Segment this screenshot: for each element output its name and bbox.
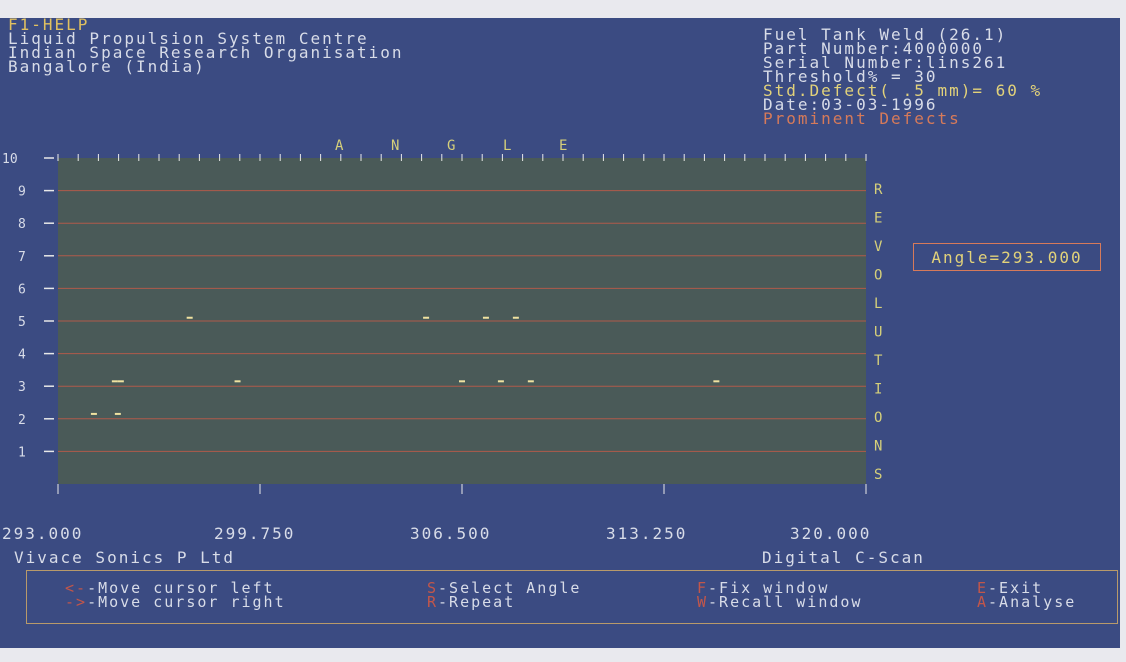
key-mark: A [977, 593, 989, 611]
defect-point [713, 380, 720, 383]
defect-point [423, 316, 430, 319]
y-tick-label: 8 [18, 217, 26, 232]
vendor-label: Vivace Sonics P Ltd [14, 548, 236, 567]
defect-point [527, 380, 534, 383]
axis-letter-angle: L [503, 138, 511, 154]
threshold: Threshold% = 30 [763, 67, 938, 86]
defect-point [512, 316, 519, 319]
defect-point [497, 380, 504, 383]
x-tick-label: 313.250 [606, 524, 688, 543]
axis-letter-angle: N [391, 138, 399, 154]
key-label: -Select Angle [438, 579, 582, 597]
key-mark: -> [65, 593, 88, 611]
key-select-angle[interactable]: S-Select Angle [427, 579, 582, 597]
y-tick-label: 7 [18, 250, 26, 265]
y-tick-label: 6 [18, 282, 26, 297]
date: Date:03-03-1996 [763, 95, 938, 114]
org-line-2: Indian Space Research Organisation [8, 43, 404, 62]
y-tick-label: 9 [18, 185, 26, 200]
axis-letter-revolutions: T [874, 353, 883, 369]
key-label: -Fix window [708, 579, 830, 597]
key-label: -Exit [988, 579, 1044, 597]
serial-number: Serial Number:lins261 [763, 53, 1008, 72]
key-move-left[interactable]: <--Move cursor left [65, 579, 275, 597]
defect-point [117, 380, 124, 383]
y-tick-label: 1 [18, 445, 26, 460]
key-mark: W [697, 593, 709, 611]
y-tick-label: 2 [18, 413, 26, 428]
y-tick-label: 10 [2, 152, 18, 167]
key-label: -Move cursor left [87, 579, 275, 597]
axis-letter-angle: G [447, 138, 455, 154]
axis-letter-revolutions: R [874, 182, 883, 198]
axis-letter-revolutions: L [874, 296, 882, 312]
axis-letter-revolutions: V [874, 239, 883, 255]
key-recall-window[interactable]: W-Recall window [697, 593, 863, 611]
weld-title: Fuel Tank Weld (26.1) [763, 25, 1008, 44]
defect-point [459, 380, 465, 383]
defect-point [186, 316, 193, 319]
defect-point [90, 412, 97, 415]
key-mark: S [427, 579, 439, 597]
x-tick-label: 299.750 [214, 524, 296, 543]
key-analyse[interactable]: A-Analyse [977, 593, 1077, 611]
prominent-defects-label[interactable]: Prominent Defects [763, 109, 961, 128]
axis-letter-angle: A [335, 138, 344, 154]
angle-readout: Angle=293.000 [913, 243, 1101, 271]
axis-letter-revolutions: U [874, 325, 882, 341]
org-line-1: Liquid Propulsion System Centre [8, 29, 369, 48]
key-mark: <- [65, 579, 88, 597]
key-mark: E [977, 579, 989, 597]
key-label: -Repeat [438, 593, 516, 611]
y-tick-label: 5 [18, 315, 26, 330]
y-tick-label: 3 [18, 380, 26, 395]
key-fix-window[interactable]: F-Fix window [697, 579, 830, 597]
key-move-right[interactable]: ->-Move cursor right [65, 593, 286, 611]
axis-letter-revolutions: O [874, 268, 882, 284]
y-tick-label: 4 [18, 348, 26, 363]
info-block: Fuel Tank Weld (26.1) Part Number:400000… [763, 25, 1043, 128]
org-line-3: Bangalore (India) [8, 57, 206, 76]
key-label: -Recall window [708, 593, 863, 611]
axis-letter-revolutions: E [874, 211, 882, 227]
key-mark: F [697, 579, 709, 597]
header-block: F1-HELP Liquid Propulsion System Centre … [8, 15, 404, 76]
defect-point [111, 380, 118, 383]
defect-point [482, 316, 489, 319]
defect-point [114, 412, 121, 415]
mode-label: Digital C-Scan [762, 548, 925, 567]
key-legend: <--Move cursor left ->-Move cursor right… [26, 570, 1118, 624]
axis-letter-revolutions: I [874, 382, 882, 398]
axis-letter-angle: E [559, 138, 567, 154]
axis-letter-revolutions: O [874, 410, 882, 426]
std-defect: Std.Defect( .5 mm)= 60 % [763, 81, 1043, 100]
axis-letter-revolutions: S [874, 467, 882, 483]
part-number: Part Number:4000000 [763, 39, 985, 58]
key-exit[interactable]: E-Exit [977, 579, 1044, 597]
key-label: -Move cursor right [87, 593, 286, 611]
key-label: -Analyse [988, 593, 1077, 611]
x-tick-label: 306.500 [410, 524, 492, 543]
axis-letter-revolutions: N [874, 439, 882, 455]
x-tick-label: 293.000 [2, 524, 84, 543]
key-mark: R [427, 593, 439, 611]
defect-point [234, 380, 241, 383]
x-tick-label: 320.000 [790, 524, 872, 543]
help-hint[interactable]: F1-HELP [8, 15, 90, 34]
scan-screen: F1-HELP Liquid Propulsion System Centre … [0, 15, 1120, 648]
key-repeat[interactable]: R-Repeat [427, 593, 516, 611]
